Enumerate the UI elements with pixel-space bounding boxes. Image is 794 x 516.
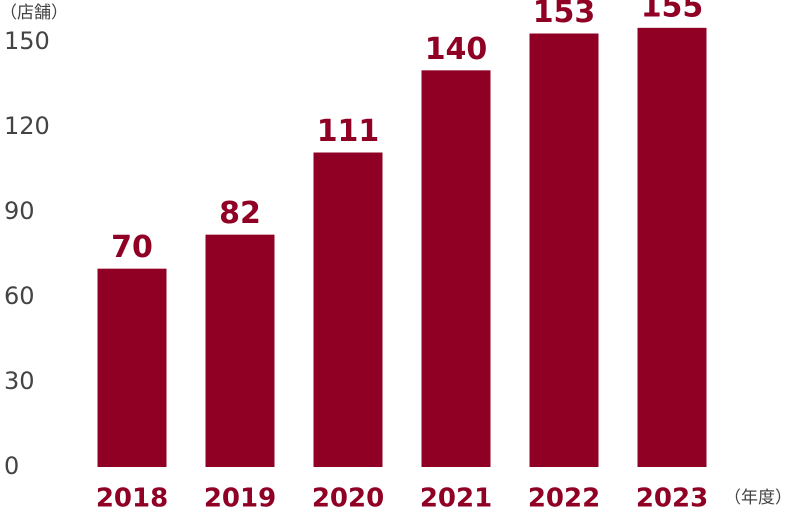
bar (205, 234, 275, 467)
y-tick-label: 120 (4, 112, 50, 140)
x-axis-label: （年度） (724, 488, 792, 508)
bar (637, 27, 707, 467)
x-tick-label: 2021 (420, 484, 492, 514)
y-axis-label: （店舗） (0, 3, 68, 23)
bar (529, 33, 599, 467)
y-tick-label: 150 (4, 27, 50, 55)
value-label: 155 (641, 0, 704, 24)
x-tick-label: 2023 (636, 484, 708, 514)
x-tick-label: 2022 (528, 484, 600, 514)
value-label: 140 (425, 32, 488, 67)
value-label: 153 (533, 0, 596, 30)
value-label: 70 (111, 230, 153, 265)
y-tick-label: 0 (4, 452, 19, 480)
y-tick-label: 90 (4, 197, 35, 225)
x-tick-label: 2020 (312, 484, 384, 514)
x-tick-label: 2018 (96, 484, 168, 514)
bar (97, 268, 167, 467)
value-label: 82 (219, 196, 261, 231)
value-label: 111 (317, 114, 380, 149)
x-tick-label: 2019 (204, 484, 276, 514)
y-tick-label: 30 (4, 367, 35, 395)
y-tick-label: 60 (4, 282, 35, 310)
bar (421, 70, 491, 467)
bar (313, 152, 383, 467)
